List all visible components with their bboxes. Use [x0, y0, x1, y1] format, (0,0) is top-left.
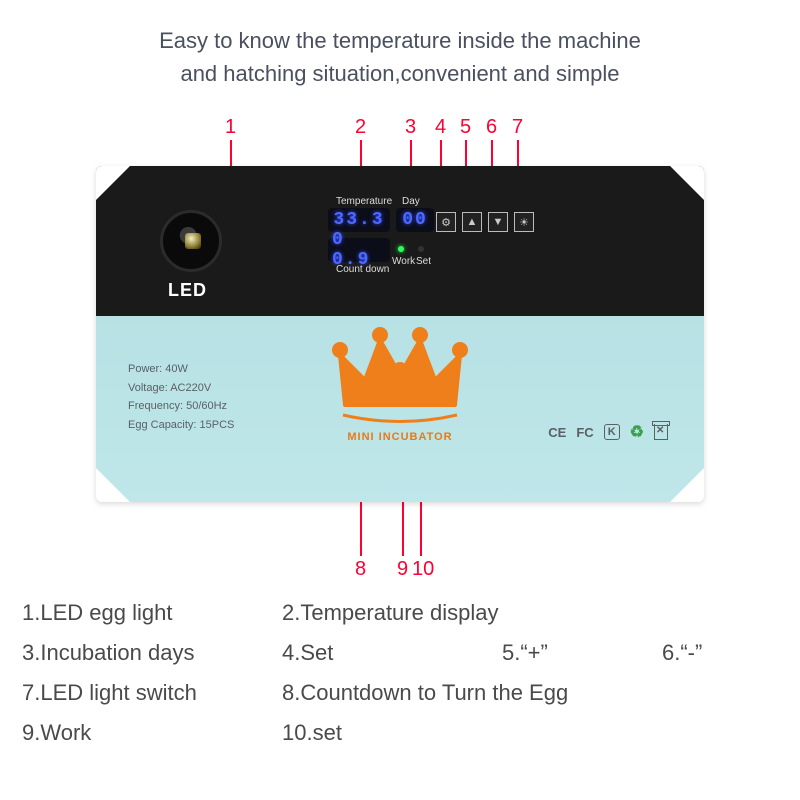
legend-item-3: 3.Incubation days	[22, 640, 282, 666]
spec-capacity: Egg Capacity: 15PCS	[128, 416, 234, 435]
headline: Easy to know the temperature inside the …	[0, 24, 800, 90]
spec-power: Power: 40W	[128, 360, 234, 379]
label-work: Work	[392, 256, 415, 267]
callout-5: 5	[460, 116, 471, 139]
brand-crown: MINI INCUBATOR	[325, 320, 475, 443]
cert-kc-icon: K	[604, 424, 620, 440]
legend-item-10: 10.set	[282, 720, 342, 746]
callout-6: 6	[486, 116, 497, 139]
led-label: LED	[168, 280, 207, 301]
set-button[interactable]: ⚙	[436, 212, 456, 232]
label-set: Set	[416, 256, 431, 267]
certifications: CE FC K ♻	[548, 422, 668, 442]
cert-ce-icon: CE	[548, 425, 566, 440]
light-button[interactable]: ☀	[514, 212, 534, 232]
callout-4: 4	[435, 116, 446, 139]
brand-label: MINI INCUBATOR	[325, 431, 475, 443]
device-panel: LED Temperature 33.3 Day 00 0 0.9 Count …	[96, 166, 704, 502]
callout-10: 10	[412, 558, 434, 581]
callout-3: 3	[405, 116, 416, 139]
legend-item-8: 8.Countdown to Turn the Egg	[282, 680, 568, 706]
legend-item-2: 2.Temperature display	[282, 600, 498, 626]
spec-voltage: Voltage: AC220V	[128, 379, 234, 398]
callout-9: 9	[397, 558, 408, 581]
legend: 1.LED egg light 2.Temperature display 3.…	[22, 600, 778, 760]
recycle-icon: ♻	[630, 422, 644, 442]
spec-frequency: Frequency: 50/60Hz	[128, 397, 234, 416]
legend-item-5: 5.“+”	[502, 640, 662, 666]
display-day: 00	[396, 208, 434, 232]
legend-item-7: 7.LED light switch	[22, 680, 282, 706]
label-day: Day	[402, 196, 420, 207]
legend-item-1: 1.LED egg light	[22, 600, 282, 626]
callout-2: 2	[355, 116, 366, 139]
indicator-set-dot	[418, 246, 424, 252]
label-countdown: Count down	[336, 264, 389, 275]
headline-line1: Easy to know the temperature inside the …	[0, 24, 800, 57]
cert-fc-icon: FC	[576, 425, 593, 440]
up-button[interactable]: ▲	[462, 212, 482, 232]
device-bottom-panel: Power: 40W Voltage: AC220V Frequency: 50…	[96, 316, 704, 502]
legend-item-6: 6.“-”	[662, 640, 702, 666]
legend-item-9: 9.Work	[22, 720, 282, 746]
headline-line2: and hatching situation,convenient and si…	[0, 57, 800, 90]
device-top-panel: LED Temperature 33.3 Day 00 0 0.9 Count …	[96, 166, 704, 316]
callout-8: 8	[355, 558, 366, 581]
weee-icon	[654, 424, 668, 440]
led-egg-light[interactable]	[160, 210, 222, 272]
callout-7: 7	[512, 116, 523, 139]
indicator-work-dot	[398, 246, 404, 252]
legend-item-4: 4.Set	[282, 640, 502, 666]
callout-1: 1	[225, 116, 236, 139]
device-specs: Power: 40W Voltage: AC220V Frequency: 50…	[128, 360, 234, 435]
down-button[interactable]: ▼	[488, 212, 508, 232]
display-countdown: 0 0.9	[328, 238, 390, 262]
crown-icon	[325, 320, 475, 430]
display-temperature: 33.3	[328, 208, 390, 232]
label-temperature: Temperature	[336, 196, 392, 207]
